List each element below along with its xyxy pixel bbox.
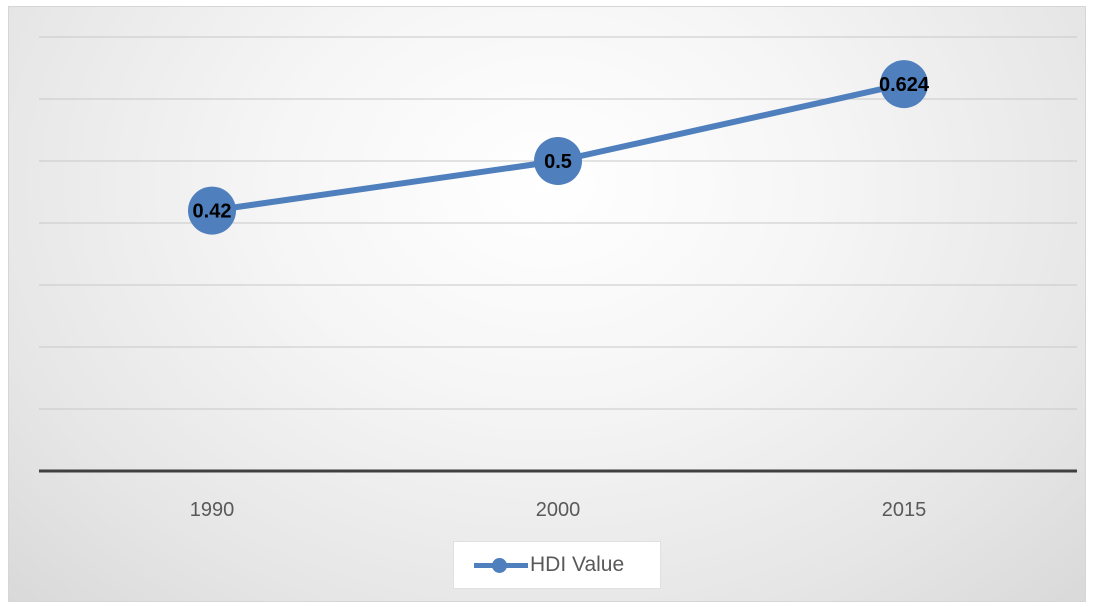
data-label: 0.42: [193, 201, 232, 223]
data-point: [880, 60, 928, 109]
legend-marker-icon: [474, 557, 528, 573]
series-hdi-value: [188, 60, 928, 235]
data-point: [534, 137, 582, 185]
data-point: [188, 186, 236, 235]
data-labels: 0.42 0.5 0.624: [193, 74, 930, 222]
x-tick-label: 2000: [536, 499, 581, 521]
legend-label: HDI Value: [530, 553, 625, 576]
legend: HDI Value: [453, 541, 661, 589]
data-label: 0.624: [879, 74, 930, 96]
x-tick-label: 1990: [190, 499, 235, 521]
x-axis: 1990 2000 2015: [39, 469, 1077, 521]
x-tick-label: 2015: [882, 499, 927, 521]
line-chart: 0.42 0.5 0.624 1990 2000 2015: [39, 36, 1077, 521]
chart-frame: 0.42 0.5 0.624 1990 2000 2015 HDI Value: [8, 6, 1086, 602]
data-label: 0.5: [544, 151, 572, 173]
